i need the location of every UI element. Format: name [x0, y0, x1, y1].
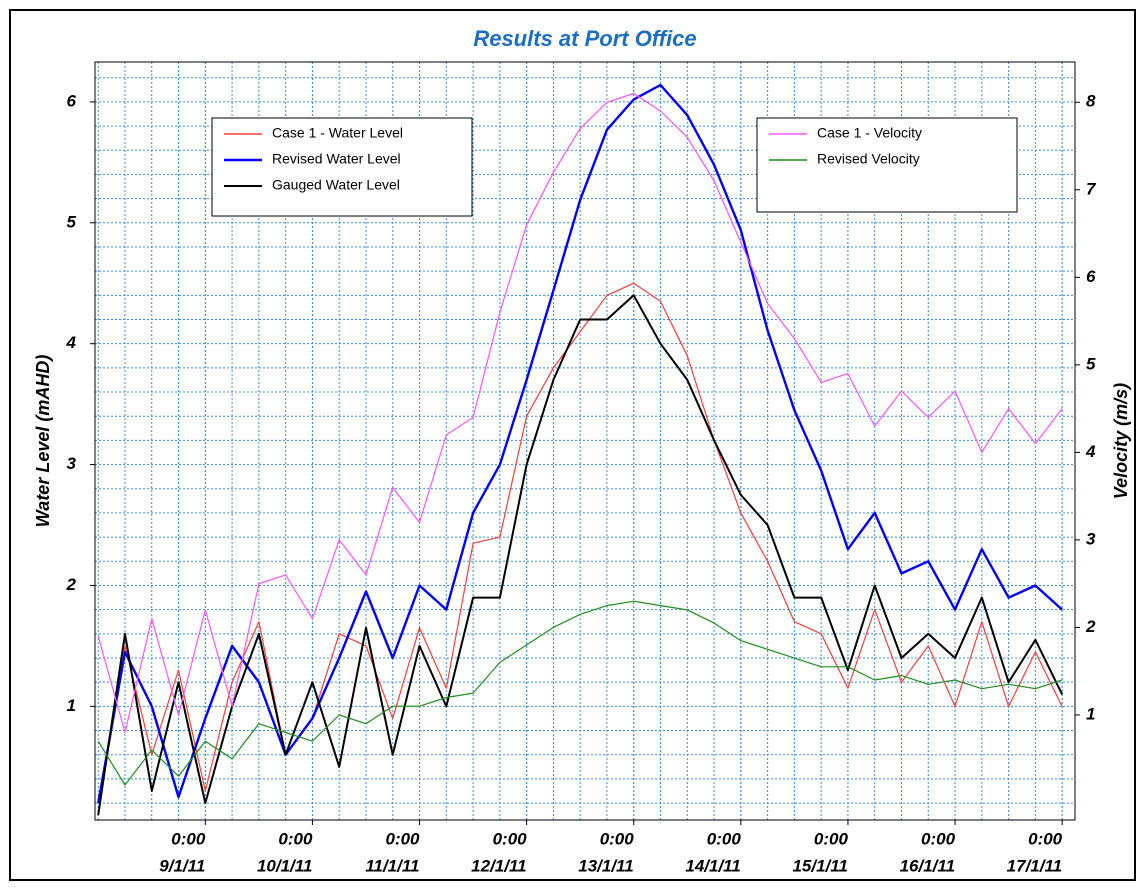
x-tick-label: 0:00	[1028, 829, 1063, 848]
x-tick-label: 0:00	[385, 829, 420, 848]
plot-border	[94, 61, 1076, 821]
y2-tick-label: 8	[1086, 92, 1096, 111]
lines	[97, 83, 1063, 816]
x-tick-label: 0:00	[493, 829, 528, 848]
series-line	[97, 83, 1063, 804]
x-tick-label: 0:00	[278, 829, 313, 848]
x-tick-label: 12/1/11	[471, 856, 526, 875]
y2-tick-label: 7	[1086, 179, 1097, 198]
x-tick-label: 9/1/11	[159, 856, 205, 875]
series-line	[97, 294, 1063, 816]
x-tick-label: 0:00	[921, 829, 956, 848]
y2-axis-label: Velocity (m/s)	[1111, 383, 1131, 499]
y-tick-label: 4	[66, 333, 77, 352]
y-tick-label: 1	[67, 696, 76, 715]
y-tick-label: 3	[67, 454, 77, 473]
series-line	[97, 600, 1063, 786]
y2-tick-label: 5	[1086, 354, 1096, 373]
x-tick-label: 0:00	[171, 829, 206, 848]
legend-label: Gauged Water Level	[272, 177, 400, 193]
legends: Case 1 - Water Level Revised Water Level G…	[211, 117, 1018, 217]
y-axis-label: Water Level (mAHD)	[33, 355, 53, 528]
x-tick-label: 0:00	[814, 829, 849, 848]
y-tick-label: 2	[66, 575, 77, 594]
x-tick-label: 17/1/11	[1007, 856, 1062, 875]
x-tick-label: 11/1/11	[365, 856, 419, 875]
y-tick-label: 5	[67, 212, 77, 231]
y2-tick-label: 1	[1086, 704, 1095, 723]
y2-tick-label: 6	[1086, 267, 1096, 286]
chart-title: Results at Port Office	[473, 26, 696, 51]
legend-label: Revised Velocity	[817, 151, 920, 167]
series-line	[97, 92, 1063, 734]
y2-tick-label: 4	[1085, 442, 1096, 461]
x-tick-label: 13/1/11	[578, 856, 633, 875]
legend-label: Revised Water Level	[272, 151, 401, 167]
series-line	[97, 282, 1063, 804]
x-tick-label: 10/1/11	[257, 856, 312, 875]
x-tick-label: 0:00	[600, 829, 635, 848]
x-tick-label: 14/1/11	[685, 856, 740, 875]
x-tick-label: 16/1/11	[900, 856, 955, 875]
y2-tick-label: 3	[1086, 529, 1096, 548]
y2-tick-label: 2	[1085, 617, 1096, 636]
x-tick-label: 15/1/11	[792, 856, 847, 875]
y-tick-label: 6	[67, 91, 77, 110]
ticks: 1 2 3 4 5 6 1 2 3 4 5 6 7 8 0:00 9/1/11 0:00 10/1/11 0:00 1…	[66, 91, 1097, 875]
legend-label: Case 1 - Water Level	[272, 125, 403, 141]
x-tick-label: 0:00	[707, 829, 742, 848]
legend-label: Case 1 - Velocity	[817, 125, 922, 141]
